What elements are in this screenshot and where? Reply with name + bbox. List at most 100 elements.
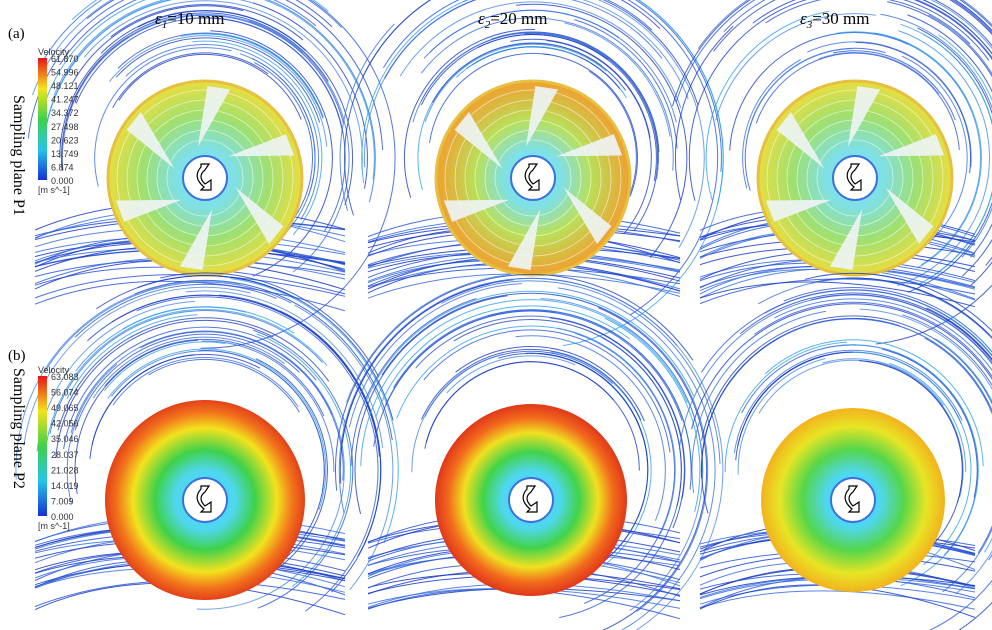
streamline	[880, 13, 992, 258]
ring-line	[454, 99, 612, 257]
streamline	[201, 340, 335, 472]
colorbar-tick-label: 21.028	[51, 465, 79, 475]
streamline	[423, 329, 671, 453]
blade	[197, 86, 231, 147]
streamline	[924, 337, 992, 554]
streamline	[403, 28, 536, 198]
streamline	[840, 318, 992, 593]
panel	[339, 0, 724, 347]
streamline	[915, 0, 992, 59]
streamline	[764, 289, 992, 585]
streamline	[42, 0, 174, 154]
streamline	[821, 344, 973, 433]
streamline	[103, 13, 303, 57]
column-heading: ε2=20 mm	[478, 9, 548, 31]
blade	[525, 86, 559, 147]
column-heading: ε1=10 mm	[155, 9, 225, 31]
streamline	[859, 308, 992, 595]
streamline	[83, 0, 363, 170]
streamline	[832, 50, 956, 121]
streamline	[524, 32, 659, 232]
streamline	[294, 304, 394, 591]
streamline	[742, 59, 802, 189]
streamline	[745, 351, 854, 420]
streamline	[136, 296, 379, 612]
streamline	[620, 0, 661, 29]
streamline	[420, 32, 659, 180]
streamline	[59, 12, 329, 159]
streamline	[340, 279, 514, 450]
streamline	[627, 0, 719, 316]
blade	[454, 112, 503, 169]
colorbar-tick-label: 49.065	[51, 403, 79, 413]
streamline	[754, 301, 992, 378]
streamline	[837, 351, 972, 566]
colorbar-tick-label: 61.870	[51, 54, 79, 64]
streamline	[546, 40, 652, 234]
streamline	[34, 274, 346, 299]
colorbar-tick-label: 54.996	[51, 68, 79, 78]
blade	[235, 187, 284, 244]
streamline	[104, 338, 325, 417]
streamline	[951, 0, 992, 34]
streamline	[902, 314, 992, 561]
streamline	[367, 273, 681, 299]
blade	[115, 199, 182, 222]
streamline	[111, 350, 325, 492]
streamline	[74, 339, 199, 495]
streamline	[361, 0, 469, 184]
streamline	[739, 292, 992, 362]
streamline	[822, 358, 944, 406]
streamline	[192, 40, 323, 236]
streamline	[86, 0, 333, 28]
streamline	[53, 0, 166, 96]
streamline	[396, 325, 651, 419]
streamline	[729, 318, 992, 413]
streamline	[570, 0, 663, 59]
symbol: ε	[478, 9, 485, 28]
streamline	[252, 2, 368, 189]
streamline	[140, 331, 344, 481]
streamline	[432, 42, 627, 103]
ring-line	[816, 139, 894, 217]
streamline	[938, 34, 992, 102]
streamline	[515, 335, 666, 521]
streamline	[811, 294, 992, 364]
streamline	[918, 33, 992, 285]
hub	[830, 477, 876, 523]
streamline	[66, 363, 118, 504]
streamline	[949, 0, 992, 36]
ring-line	[166, 139, 244, 217]
streamline	[715, 13, 876, 121]
streamline	[100, 10, 354, 206]
streamline	[66, 314, 198, 399]
streamline	[557, 287, 716, 630]
streamline	[344, 0, 432, 216]
row-label: Sampling plane P2	[10, 368, 27, 489]
blade	[228, 134, 295, 157]
streamline	[466, 46, 579, 70]
streamline	[210, 30, 333, 277]
hub	[510, 155, 556, 201]
colorbar-title: Velocity	[38, 47, 70, 57]
heading-text: =20 mm	[490, 9, 547, 28]
streamline	[701, 315, 992, 441]
streamline	[279, 310, 382, 593]
streamline	[907, 14, 992, 258]
colorbar-tick-label: 27.498	[51, 122, 79, 132]
streamline	[255, 358, 328, 580]
streamline	[27, 0, 125, 139]
streamline	[384, 0, 477, 80]
streamline	[15, 280, 241, 480]
streamline	[598, 307, 708, 630]
heading-text: =30 mm	[812, 9, 869, 28]
labels: (a) (b) Sampling plane P1 Sampling plane…	[8, 9, 870, 531]
colorbar-tick-label: 63.083	[51, 372, 79, 382]
symbol: ε	[800, 9, 807, 28]
blade	[765, 199, 832, 222]
row-tag: (a)	[8, 26, 25, 42]
blade	[443, 199, 510, 222]
streamline	[43, 308, 328, 468]
